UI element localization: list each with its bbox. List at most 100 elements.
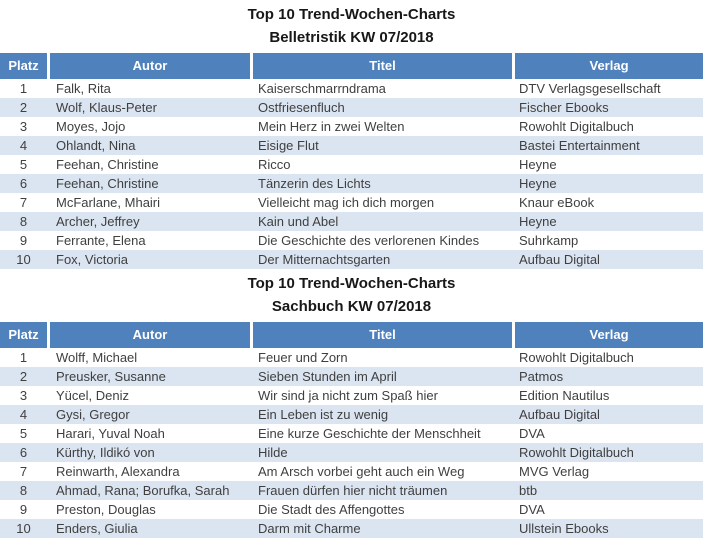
table-row: 10 Enders, Giulia Darm mit Charme Ullste… (0, 519, 703, 538)
cell-verlag: Aufbau Digital (519, 407, 600, 422)
table-row: 9 Ferrante, Elena Die Geschichte des ver… (0, 231, 703, 250)
table-row: 1 Falk, Rita Kaiserschmarrndrama DTV Ver… (0, 79, 703, 98)
column-header-titel: Titel (253, 53, 515, 79)
cell-autor: Wolff, Michael (56, 350, 138, 365)
cell-verlag: Patmos (519, 369, 564, 384)
cell-titel: Die Geschichte des verlorenen Kindes (258, 233, 480, 248)
cell-platz: 9 (19, 502, 28, 517)
table-header-row: Platz Autor Titel Verlag (0, 53, 703, 79)
cell-autor: Ferrante, Elena (56, 233, 146, 248)
trend-charts-page: Top 10 Trend-Wochen-Charts Belletristik … (0, 4, 703, 538)
table-row: 3 Moyes, Jojo Mein Herz in zwei Welten R… (0, 117, 703, 136)
cell-autor: McFarlane, Mhairi (56, 195, 161, 210)
cell-platz: 2 (19, 100, 28, 115)
cell-autor: Archer, Jeffrey (56, 214, 140, 229)
column-header-platz: Platz (0, 322, 50, 348)
cell-platz: 7 (19, 464, 28, 479)
cell-verlag: Bastei Entertainment (519, 138, 640, 153)
cell-titel: Am Arsch vorbei geht auch ein Weg (258, 464, 465, 479)
cell-platz: 2 (19, 369, 28, 384)
cell-titel: Ostfriesenfluch (258, 100, 345, 115)
cell-titel: Ricco (258, 157, 291, 172)
table-row: 4 Ohlandt, Nina Eisige Flut Bastei Enter… (0, 136, 703, 155)
cell-autor: Preusker, Susanne (56, 369, 166, 384)
cell-titel: Darm mit Charme (258, 521, 361, 536)
table-row: 10 Fox, Victoria Der Mitternachtsgarten … (0, 250, 703, 269)
tables-root: Top 10 Trend-Wochen-Charts Belletristik … (0, 4, 703, 538)
cell-verlag: Knaur eBook (519, 195, 595, 210)
column-header-autor: Autor (50, 322, 253, 348)
cell-platz: 9 (19, 233, 28, 248)
cell-platz: 6 (19, 176, 28, 191)
table-row: 2 Preusker, Susanne Sieben Stunden im Ap… (0, 367, 703, 386)
table-row: 6 Feehan, Christine Tänzerin des Lichts … (0, 174, 703, 193)
cell-titel: Eine kurze Geschichte der Menschheit (258, 426, 481, 441)
cell-platz: 3 (19, 119, 28, 134)
column-header-verlag: Verlag (515, 53, 703, 79)
table-row: 1 Wolff, Michael Feuer und Zorn Rowohlt … (0, 348, 703, 367)
cell-verlag: Rowohlt Digitalbuch (519, 119, 634, 134)
table-row: 7 Reinwarth, Alexandra Am Arsch vorbei g… (0, 462, 703, 481)
table-row: 5 Harari, Yuval Noah Eine kurze Geschich… (0, 424, 703, 443)
cell-platz: 4 (19, 407, 28, 422)
table-title-line1: Top 10 Trend-Wochen-Charts (247, 6, 456, 23)
cell-verlag: Edition Nautilus (519, 388, 610, 403)
table-title-line2: Sachbuch KW 07/2018 (271, 298, 432, 315)
cell-platz: 10 (16, 252, 31, 267)
cell-platz: 8 (19, 214, 28, 229)
table-row: 5 Feehan, Christine Ricco Heyne (0, 155, 703, 174)
column-header-autor: Autor (50, 53, 253, 79)
table-row: 2 Wolf, Klaus-Peter Ostfriesenfluch Fisc… (0, 98, 703, 117)
cell-platz: 8 (19, 483, 28, 498)
cell-titel: Mein Herz in zwei Welten (258, 119, 405, 134)
cell-titel: Der Mitternachtsgarten (258, 252, 391, 267)
cell-autor: Ahmad, Rana; Borufka, Sarah (56, 483, 230, 498)
cell-verlag: Aufbau Digital (519, 252, 600, 267)
cell-autor: Falk, Rita (56, 81, 111, 96)
cell-platz: 1 (19, 81, 28, 96)
cell-verlag: DVA (519, 426, 545, 441)
cell-verlag: Rowohlt Digitalbuch (519, 445, 634, 460)
cell-verlag: MVG Verlag (519, 464, 590, 479)
table-row: 4 Gysi, Gregor Ein Leben ist zu wenig Au… (0, 405, 703, 424)
cell-verlag: Ullstein Ebooks (519, 521, 609, 536)
cell-autor: Preston, Douglas (56, 502, 156, 517)
chart-section: Top 10 Trend-Wochen-Charts Belletristik … (0, 4, 703, 269)
table-body: 1 Wolff, Michael Feuer und Zorn Rowohlt … (0, 348, 703, 538)
table-title-line2: Belletristik KW 07/2018 (269, 29, 434, 46)
table-row: 9 Preston, Douglas Die Stadt des Affengo… (0, 500, 703, 519)
cell-platz: 3 (19, 388, 28, 403)
cell-titel: Wir sind ja nicht zum Spaß hier (258, 388, 438, 403)
cell-platz: 1 (19, 350, 28, 365)
cell-platz: 6 (19, 445, 28, 460)
cell-autor: Ohlandt, Nina (56, 138, 136, 153)
cell-titel: Ein Leben ist zu wenig (258, 407, 389, 422)
cell-verlag: DVA (519, 502, 545, 517)
table-row: 6 Kürthy, Ildikó von Hilde Rowohlt Digit… (0, 443, 703, 462)
cell-platz: 4 (19, 138, 28, 153)
column-header-titel: Titel (253, 322, 515, 348)
column-header-platz: Platz (0, 53, 50, 79)
cell-autor: Feehan, Christine (56, 157, 159, 172)
cell-autor: Kürthy, Ildikó von (56, 445, 155, 460)
cell-verlag: Heyne (519, 214, 557, 229)
cell-platz: 5 (19, 426, 28, 441)
cell-titel: Kaiserschmarrndrama (258, 81, 386, 96)
table-header-row: Platz Autor Titel Verlag (0, 322, 703, 348)
column-header-verlag: Verlag (515, 322, 703, 348)
table-body: 1 Falk, Rita Kaiserschmarrndrama DTV Ver… (0, 79, 703, 269)
cell-verlag: Rowohlt Digitalbuch (519, 350, 634, 365)
cell-titel: Sieben Stunden im April (258, 369, 397, 384)
cell-verlag: DTV Verlagsgesellschaft (519, 81, 661, 96)
cell-autor: Feehan, Christine (56, 176, 159, 191)
table-title-line1: Top 10 Trend-Wochen-Charts (247, 275, 456, 292)
chart-section: Top 10 Trend-Wochen-Charts Sachbuch KW 0… (0, 273, 703, 538)
cell-platz: 7 (19, 195, 28, 210)
table-row: 3 Yücel, Deniz Wir sind ja nicht zum Spa… (0, 386, 703, 405)
cell-verlag: Heyne (519, 176, 557, 191)
cell-titel: Hilde (258, 445, 288, 460)
cell-autor: Enders, Giulia (56, 521, 138, 536)
cell-platz: 5 (19, 157, 28, 172)
cell-autor: Wolf, Klaus-Peter (56, 100, 157, 115)
cell-titel: Feuer und Zorn (258, 350, 348, 365)
